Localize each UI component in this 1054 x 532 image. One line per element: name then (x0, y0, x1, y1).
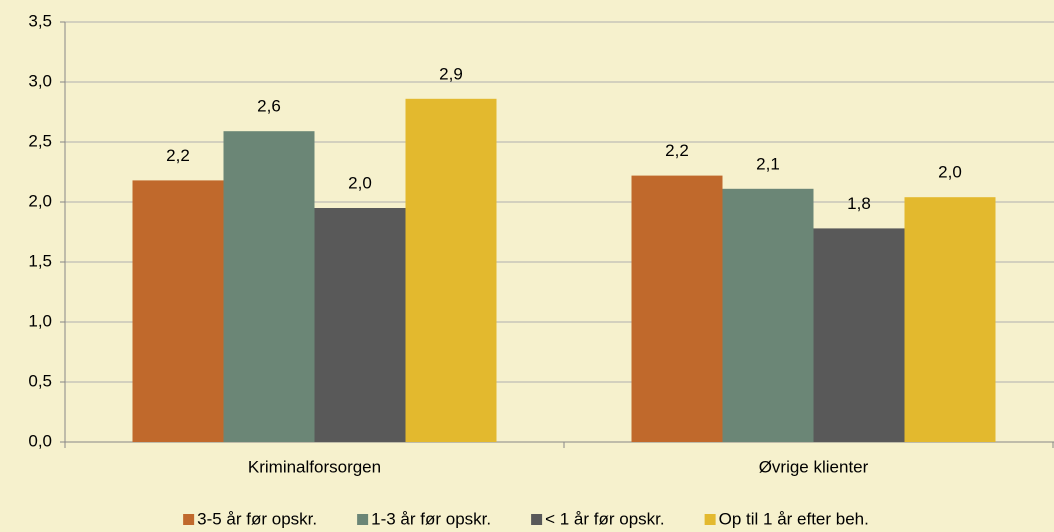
data-label: 2,2 (166, 146, 190, 165)
legend-label: < 1 år før opskr. (545, 509, 665, 528)
data-label: 1,8 (847, 194, 871, 213)
y-tick-label: 3,0 (28, 71, 52, 90)
y-tick-label: 0,0 (28, 431, 52, 450)
legend-swatch (183, 514, 195, 525)
y-tick-label: 1,0 (28, 311, 52, 330)
data-label: 2,1 (756, 154, 780, 173)
data-label: 2,0 (938, 163, 962, 182)
x-tick-label: Øvrige klienter (759, 457, 869, 476)
y-tick-label: 1,5 (28, 251, 52, 270)
x-tick-label: Kriminalforsorgen (248, 457, 381, 476)
bar (223, 131, 315, 442)
y-tick-label: 2,5 (28, 131, 52, 150)
legend-swatch (704, 514, 716, 525)
bar (904, 197, 996, 442)
bar (405, 98, 497, 443)
bar (722, 188, 814, 442)
legend-label: Op til 1 år efter beh. (719, 509, 869, 528)
bar (314, 208, 406, 442)
bar (631, 175, 723, 442)
data-label: 2,9 (439, 64, 463, 83)
bar (813, 228, 905, 442)
data-label: 2,6 (257, 97, 281, 116)
y-tick-label: 2,0 (28, 191, 52, 210)
legend-swatch (531, 514, 543, 525)
legend-label: 1-3 år før opskr. (371, 509, 491, 528)
y-tick-label: 0,5 (28, 371, 52, 390)
bar (132, 180, 224, 442)
data-label: 2,2 (665, 141, 689, 160)
legend-swatch (357, 514, 369, 525)
y-tick-label: 3,5 (28, 11, 52, 30)
legend-label: 3-5 år før opskr. (197, 509, 317, 528)
data-label: 2,0 (348, 173, 372, 192)
